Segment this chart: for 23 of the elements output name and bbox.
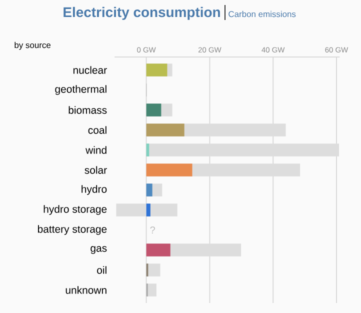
bar xyxy=(146,184,152,196)
y-tick-label: oil xyxy=(97,266,106,274)
y-tick-label: solar xyxy=(84,166,107,174)
bar xyxy=(146,244,170,256)
y-tick-label: geothermal xyxy=(55,85,106,95)
chart-title: Electricity consumption xyxy=(64,6,220,20)
text: ? xyxy=(150,226,155,234)
bar xyxy=(146,64,168,76)
y-axis-title: by source xyxy=(14,42,51,50)
bar xyxy=(146,104,162,116)
y-tick-label: coal xyxy=(88,126,106,134)
y-tick-label: hydro xyxy=(82,185,107,195)
bar xyxy=(146,124,184,136)
bar xyxy=(146,164,192,176)
bar xyxy=(146,204,150,216)
y-tick-label: battery storage xyxy=(38,225,107,235)
y-tick-label: wind xyxy=(86,146,106,154)
y-tick-label: biomass xyxy=(68,106,107,114)
y-tick-label: gas xyxy=(90,246,107,254)
y-tick-label: hydro storage xyxy=(44,205,107,215)
chart-subtitle: Carbon emissions xyxy=(228,10,296,18)
y-tick-label: nuclear xyxy=(73,66,107,74)
y-tick-label: unknown xyxy=(66,286,106,294)
